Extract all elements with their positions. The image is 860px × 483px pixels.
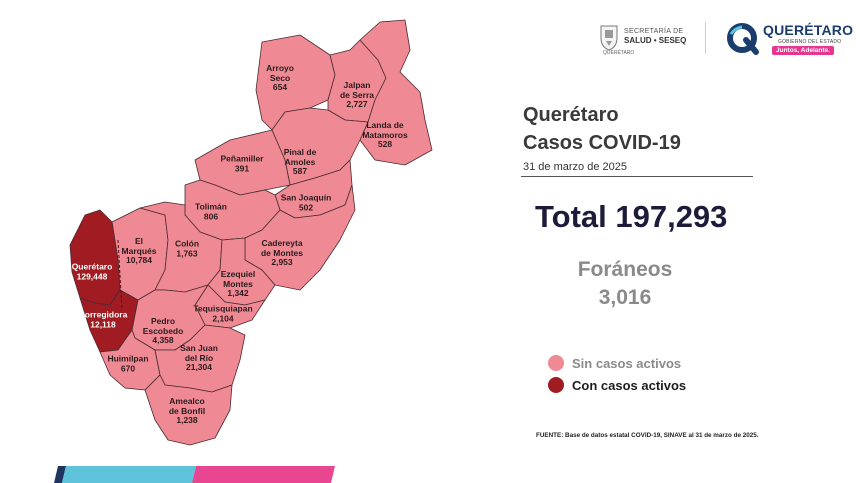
municipio-name: Pinal de [283,146,317,157]
region-landa [359,19,433,166]
stripe-pink [192,466,335,483]
municipio-cases: 2,727 [346,98,368,109]
map-label-amealco: Amealco de Bonfil 1,238 [168,395,206,426]
map-label-tequisquiapan: Tequisquiapan 2,104 [193,303,253,324]
map-label-toliman: Tolimán 806 [195,201,227,222]
report-date: 31 de marzo de 2025 [523,161,627,173]
municipio-name: Seco [269,72,291,83]
municipio-name: Montes [223,278,253,289]
municipio-name: Tequisquiapan [193,303,253,314]
municipio-name: Tolimán [195,201,227,212]
header-divider [705,22,706,54]
legend-con-casos: Con casos activos [548,377,686,393]
brand-subtitle: GOBIERNO DEL ESTADO [778,39,842,45]
municipio-name: Cadereyta [261,237,303,248]
municipio-name: de Bonfil [168,405,206,416]
page-title: Querétaro Casos COVID-19 [523,101,681,157]
municipio-cases: 654 [272,81,288,92]
municipio-cases: 10,784 [126,254,152,265]
map-label-san-joaquin: San Joaquín 502 [280,192,332,213]
map-label-corregidora: Corregidora 12,118 [78,309,128,330]
municipio-name: Matamoros [362,129,408,140]
secretaria-text: SECRETARÍA DE [624,28,684,35]
seal-caption: QUERÉTARO [603,50,635,56]
municipio-name: San Juan [180,342,218,353]
region-amealco [144,374,233,446]
foraneos-block: Foráneos 3,016 [555,256,695,312]
title-line-2: Casos COVID-19 [523,132,681,154]
municipio-name: Marqués [121,245,157,256]
foraneos-label: Foráneos [577,258,673,281]
municipio-cases: 502 [298,202,314,212]
legend-dot-sin-casos [548,355,564,371]
municipio-cases: 1,763 [176,248,198,258]
legend-sin-casos: Sin casos activos [548,355,681,371]
municipio-cases: 1,342 [227,287,249,298]
map-label-jalpan: Jalpan de Serra 2,727 [339,79,375,110]
state-seal-icon [600,25,618,51]
map-label-san-juan: San Juan del Río 21,304 [180,342,218,373]
municipio-name: Amealco [169,395,205,406]
municipio-cases: 12,118 [90,319,116,329]
municipio-cases: 4,358 [152,334,174,345]
brand-name: QUERÉTARO [763,22,854,38]
map-label-huimilpan: Huimilpan 670 [107,353,149,374]
decorative-stripes [54,466,335,483]
municipio-name: Arroyo [266,62,294,73]
municipio-name: Pedro [150,315,176,326]
foraneos-value: 3,016 [598,286,652,309]
stripe-blue [62,466,196,483]
queretaro-state-map [69,19,433,446]
municipio-name: Huimilpan [107,353,149,364]
legend-label-sin-casos: Sin casos activos [572,355,682,371]
salud-seseq-text: SALUD • SESEQ [624,36,687,45]
municipio-name: de Serra [339,89,375,100]
brand-slogan: Juntos, Adelante. [772,46,834,55]
map-label-pedro-escobedo: Pedro Escobedo 4,358 [142,315,184,346]
source-note: FUENTE: Base de datos estatal COVID-19, … [536,432,759,439]
total-cases: Total 197,293 [535,199,728,234]
title-line-1: Querétaro [523,104,619,126]
map-label-pinal: Pinal de Amoles 587 [283,146,317,177]
map-label-queretaro: Querétaro 129,448 [71,261,113,282]
map-label-arroyo-seco: Arroyo Seco 654 [266,62,294,93]
municipio-name: Colón [174,238,200,249]
municipio-name: Corregidora [78,309,128,320]
municipio-cases: 528 [377,138,393,149]
map-label-cadereyta: Cadereyta de Montes 2,953 [260,237,304,268]
municipio-cases: 129,448 [76,271,108,281]
municipio-name: Jalpan [343,79,371,90]
municipio-name: Landa de [366,119,404,130]
map-label-el-marques: El Marqués 10,784 [121,235,157,266]
queretaro-q-logo-icon [727,23,759,55]
map-label-colon: Colón 1,763 [174,238,200,259]
municipio-name: Ezequiel [220,268,256,279]
municipio-name: Escobedo [142,325,184,336]
municipio-cases: 2,104 [212,313,234,323]
date-underline [521,176,753,177]
map-label-landa: Landa de Matamoros 528 [362,119,408,150]
municipio-name: San Joaquín [280,192,332,203]
municipio-name: Amoles [284,156,316,167]
municipio-cases: 21,304 [185,361,212,372]
state-boundary-dash [117,239,123,311]
municipio-name: de Montes [260,247,304,258]
municipio-name: Querétaro [71,261,113,272]
municipio-cases: 806 [203,211,219,221]
municipio-cases: 1,238 [176,414,198,425]
region-queretaro [69,209,121,306]
legend-dot-con-casos [548,377,564,393]
map-label-ezequiel: Ezequiel Montes 1,342 [220,268,256,299]
municipio-cases: 670 [120,363,136,373]
municipio-name: del Río [184,352,214,363]
municipio-cases: 391 [234,163,250,173]
municipio-name: Peñamiller [220,153,264,164]
municipio-cases: 587 [292,165,308,176]
legend-label-con-casos: Con casos activos [572,377,687,393]
map-label-penamiller: Peñamiller 391 [220,153,264,174]
municipio-name: El [134,235,144,246]
municipio-cases: 2,953 [271,256,293,267]
